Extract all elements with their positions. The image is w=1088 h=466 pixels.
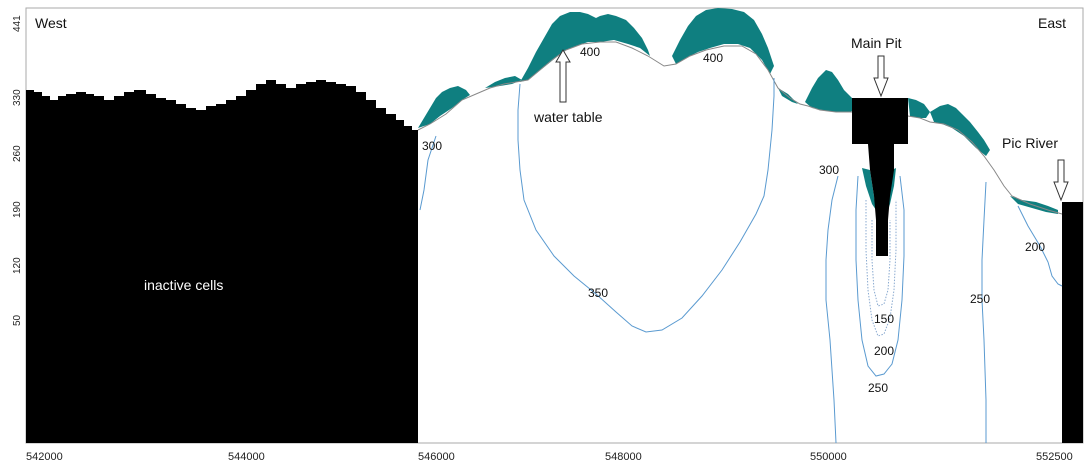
contour-200-right [1017,205,1063,287]
contour-label-300-right: 300 [819,163,839,177]
contour-label-200-pit: 200 [874,344,894,358]
main-pit-label: Main Pit [851,35,902,51]
contour-300-left [419,135,437,211]
contour-350-loop [517,78,775,333]
x-tick-550000: 550000 [810,451,847,463]
main-pit-region [852,98,908,256]
contour-label-300-left: 300 [422,139,442,153]
contour-200-pit [865,200,897,337]
saturated-zone-pit-left [862,168,876,210]
pic-river-label: Pic River [1002,135,1058,151]
saturated-zone-1 [418,86,470,128]
x-tick-552500: 552500 [1036,451,1073,463]
contour-label-250-pit: 250 [868,381,888,395]
contour-label-400-b: 400 [703,51,723,65]
contour-lines [419,78,1063,444]
x-tick-544000: 544000 [228,451,265,463]
inactive-cells-region [26,80,418,443]
saturated-zone-2 [485,76,522,88]
saturated-zone-6 [805,70,858,112]
contour-label-150: 150 [874,312,894,326]
contour-150-pit [871,220,891,307]
y-tick-120: 120 [12,257,23,274]
y-axis: 441 330 260 190 120 50 [12,15,23,326]
x-tick-548000: 548000 [605,451,642,463]
east-label: East [1038,15,1066,31]
x-tick-546000: 546000 [418,451,455,463]
west-label: West [35,15,67,31]
x-axis: 542000 544000 546000 548000 550000 55250… [26,451,1073,463]
contour-label-200-right: 200 [1025,240,1045,254]
y-tick-50: 50 [12,314,23,326]
saturated-zone-8 [930,104,990,156]
inactive-cells-label: inactive cells [144,277,223,293]
x-tick-542000: 542000 [26,451,63,463]
contour-label-250-right: 250 [970,292,990,306]
y-tick-260: 260 [12,145,23,162]
contour-label-350: 350 [588,286,608,300]
contour-250-right [981,181,987,443]
contour-250-pit [855,175,905,377]
saturated-zone-3 [520,12,650,82]
y-tick-190: 190 [12,201,23,218]
saturated-zone-7 [908,98,930,118]
contour-300-right [825,175,839,444]
pic-river-inactive [1062,202,1083,443]
saturated-zone-4 [672,8,774,74]
water-table-arrow [555,49,571,103]
water-table-line [417,41,1063,215]
main-pit-arrow [873,55,889,98]
y-tick-441: 441 [12,15,23,32]
y-tick-330: 330 [12,89,23,106]
water-table-label: water table [533,109,603,125]
contour-label-400-a: 400 [580,45,600,59]
pic-river-arrow [1053,159,1069,202]
